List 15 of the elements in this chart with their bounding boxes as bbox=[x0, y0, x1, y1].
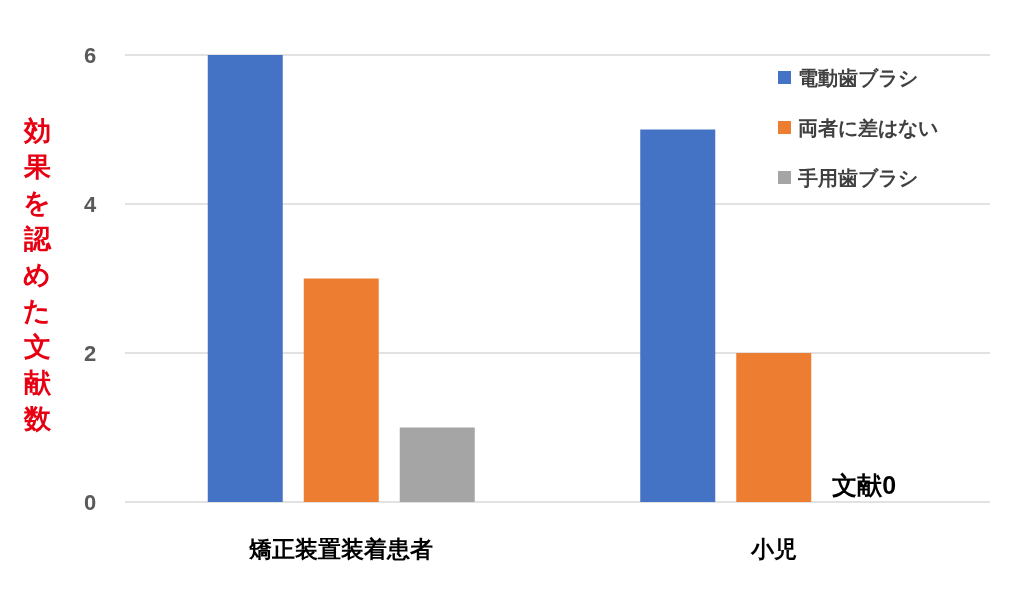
annotation: 文献0 bbox=[832, 471, 897, 499]
y-tick-label: 6 bbox=[83, 43, 97, 68]
bar bbox=[207, 55, 283, 502]
y-tick-label: 0 bbox=[83, 490, 97, 515]
bar bbox=[303, 278, 379, 502]
bar bbox=[736, 353, 812, 502]
legend-label: 両者に差はない bbox=[798, 117, 938, 139]
legend-label: 電動歯ブラシ bbox=[798, 67, 918, 89]
y-axis-title: 効果を認めた文献数 bbox=[23, 116, 51, 434]
bar bbox=[640, 129, 716, 502]
x-tick-label: 矯正装置装着患者 bbox=[248, 536, 434, 562]
legend-label: 手用歯ブラシ bbox=[797, 167, 918, 189]
x-tick-label: 小児 bbox=[749, 536, 797, 562]
y-tick-label: 2 bbox=[83, 341, 97, 366]
y-tick-label: 4 bbox=[83, 192, 97, 217]
